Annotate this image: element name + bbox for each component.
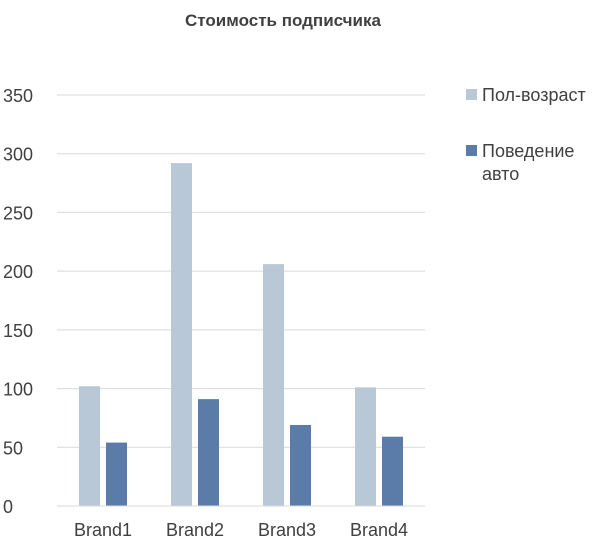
bar [106,442,127,506]
y-tick-label: 50 [3,438,23,458]
x-category-label: Brand2 [166,520,224,540]
bar [263,264,284,506]
bar [79,386,100,506]
bar [290,424,311,506]
x-category-label: Brand3 [258,520,316,540]
legend-label: Поведение [482,141,574,161]
y-tick-label: 150 [3,321,33,341]
bar [355,387,376,506]
y-tick-label: 300 [3,145,33,165]
chart-title: Стоимость подписчика [185,11,381,30]
y-tick-label: 200 [3,262,33,282]
legend-label: Пол-возраст [482,85,586,105]
legend-swatch [466,89,477,100]
legend-swatch [466,145,477,156]
y-tick-label: 250 [3,203,33,223]
gridlines [57,94,425,448]
y-tick-label: 100 [3,380,33,400]
bar [171,163,192,506]
legend: Пол-возраст Поведение авто [466,85,586,184]
y-tick-label: 0 [3,497,13,517]
bar [382,436,403,506]
x-axis-category-labels: Brand1 Brand2 Brand3 Brand4 [74,520,408,540]
bars [79,163,403,506]
x-category-label: Brand1 [74,520,132,540]
y-tick-label: 350 [3,86,33,106]
y-axis-tick-labels: 0 50 100 150 200 250 300 350 [3,86,33,517]
bar [198,399,219,506]
legend-label: авто [482,164,519,184]
x-category-label: Brand4 [350,520,408,540]
